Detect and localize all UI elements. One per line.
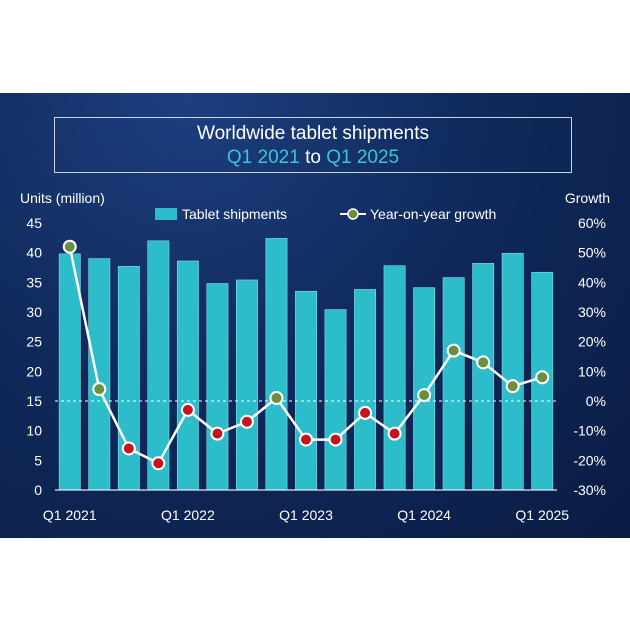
growth-marker <box>358 405 373 420</box>
subtitle-end: Q1 2025 <box>326 147 400 168</box>
bar <box>383 265 406 491</box>
bar <box>206 283 229 491</box>
growth-marker <box>180 402 195 417</box>
right-tick-label: 10% <box>578 363 606 379</box>
bar <box>236 279 258 491</box>
chart-panel: Worldwide tablet shipments Q1 2021 to Q1… <box>0 93 630 538</box>
left-tick-label: 40 <box>26 245 42 261</box>
left-tick-label: 20 <box>26 363 42 379</box>
growth-marker <box>121 441 136 456</box>
legend-marker-growth <box>347 208 359 220</box>
growth-marker <box>151 456 166 471</box>
bar <box>58 253 81 491</box>
title-box: Worldwide tablet shipments Q1 2021 to Q1… <box>54 117 572 173</box>
right-tick-label: -20% <box>573 452 606 468</box>
legend-swatch-bar <box>155 208 177 220</box>
bar <box>442 277 465 491</box>
chart-subtitle: Q1 2021 to Q1 2025 <box>55 147 571 169</box>
bar <box>117 266 140 491</box>
legend-label-growth: Year-on-year growth <box>370 206 496 222</box>
growth-marker <box>62 239 77 254</box>
bar <box>501 252 524 491</box>
right-tick-label: -10% <box>573 423 606 439</box>
bar <box>324 309 347 491</box>
right-tick-label: 0% <box>586 393 606 409</box>
growth-marker <box>269 391 284 406</box>
right-tick-label: 20% <box>578 334 606 350</box>
left-tick-label: 15 <box>26 393 42 409</box>
subtitle-connector: to <box>305 147 321 168</box>
left-tick-label: 25 <box>26 334 42 350</box>
bar <box>147 240 170 491</box>
right-tick-label: 50% <box>578 245 606 261</box>
x-tick-label: Q1 2025 <box>515 507 569 523</box>
left-tick-label: 0 <box>34 482 42 498</box>
growth-marker <box>92 382 107 397</box>
bar <box>265 238 288 491</box>
growth-marker <box>446 343 461 358</box>
x-tick-label: Q1 2023 <box>279 507 333 523</box>
growth-marker <box>476 355 491 370</box>
growth-marker <box>417 388 432 403</box>
chart-svg: Units (million) Growth Tablet shipments Yea… <box>20 190 610 523</box>
right-tick-label: 30% <box>578 304 606 320</box>
right-tick-label: -30% <box>573 482 606 498</box>
right-tick-label: 60% <box>578 215 606 231</box>
bar <box>295 290 317 491</box>
growth-marker <box>328 432 343 447</box>
bar <box>176 260 199 491</box>
bar <box>88 258 111 491</box>
bar <box>354 289 376 491</box>
left-tick-label: 10 <box>26 423 42 439</box>
growth-marker <box>299 432 313 447</box>
growth-marker <box>210 426 225 441</box>
growth-marker <box>387 426 402 441</box>
x-tick-label: Q1 2022 <box>161 507 215 523</box>
left-axis-title: Units (million) <box>20 190 105 206</box>
left-tick-label: 30 <box>26 304 42 320</box>
left-tick-label: 45 <box>26 215 42 231</box>
bar <box>472 263 495 491</box>
left-tick-label: 35 <box>26 274 42 290</box>
left-tick-label: 5 <box>34 452 42 468</box>
growth-marker <box>505 379 520 394</box>
chart-title: Worldwide tablet shipments <box>197 123 429 144</box>
x-tick-label: Q1 2024 <box>397 507 451 523</box>
x-tick-label: Q1 2021 <box>43 507 97 523</box>
growth-marker <box>535 370 550 385</box>
legend-label-shipments: Tablet shipments <box>182 206 287 222</box>
subtitle-start: Q1 2021 <box>226 147 300 168</box>
right-axis-title: Growth <box>565 190 610 206</box>
right-tick-label: 40% <box>578 274 606 290</box>
growth-marker <box>239 414 254 429</box>
